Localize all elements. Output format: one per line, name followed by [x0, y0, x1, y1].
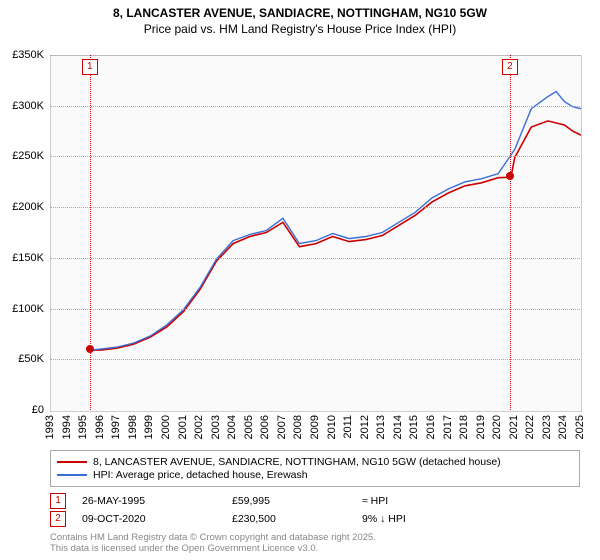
- series-line: [91, 121, 581, 350]
- sale-point-icon: [506, 172, 514, 180]
- x-axis-label: 2020: [491, 415, 503, 439]
- x-axis-label: 2014: [392, 415, 404, 439]
- x-axis-label: 2001: [177, 415, 189, 439]
- chart-subtitle: Price paid vs. HM Land Registry's House …: [0, 22, 600, 36]
- x-axis-label: 2025: [574, 415, 586, 439]
- sale-marker-badge: 1: [82, 59, 98, 75]
- gridline: [50, 207, 580, 208]
- footer-line-1: Contains HM Land Registry data © Crown c…: [50, 532, 580, 543]
- legend-swatch: [57, 474, 87, 476]
- x-axis-label: 2002: [193, 415, 205, 439]
- legend-box: 8, LANCASTER AVENUE, SANDIACRE, NOTTINGH…: [50, 450, 580, 487]
- sale-price: £59,995: [232, 495, 362, 507]
- sale-point-icon: [86, 345, 94, 353]
- sale-price: £230,500: [232, 513, 362, 525]
- footer-line-2: This data is licensed under the Open Gov…: [50, 543, 580, 554]
- x-axis-label: 2013: [375, 415, 387, 439]
- x-axis-label: 2008: [292, 415, 304, 439]
- x-axis-label: 2019: [475, 415, 487, 439]
- gridline: [50, 106, 580, 107]
- x-axis-label: 1995: [77, 415, 89, 439]
- sale-diff: 9% ↓ HPI: [362, 513, 462, 525]
- x-axis-label: 2012: [359, 415, 371, 439]
- sale-row-marker: 1: [50, 493, 66, 509]
- sale-row: 2 09-OCT-2020£230,5009% ↓ HPI: [50, 510, 580, 528]
- x-axis-label: 2010: [326, 415, 338, 439]
- x-axis-label: 2023: [541, 415, 553, 439]
- y-axis-label: £250K: [0, 150, 44, 162]
- title-block: 8, LANCASTER AVENUE, SANDIACRE, NOTTINGH…: [0, 0, 600, 36]
- y-axis-label: £150K: [0, 252, 44, 264]
- y-axis-label: £350K: [0, 49, 44, 61]
- x-axis-label: 2022: [524, 415, 536, 439]
- y-axis-label: £100K: [0, 303, 44, 315]
- sale-marker-line: [510, 55, 511, 410]
- chart-container: 8, LANCASTER AVENUE, SANDIACRE, NOTTINGH…: [0, 0, 600, 560]
- x-axis-label: 2021: [508, 415, 520, 439]
- gridline: [50, 258, 580, 259]
- legend-label: HPI: Average price, detached house, Erew…: [93, 469, 308, 481]
- x-axis-label: 2009: [309, 415, 321, 439]
- x-axis-label: 1997: [110, 415, 122, 439]
- gridline: [50, 309, 580, 310]
- y-axis-label: £300K: [0, 100, 44, 112]
- legend-item: HPI: Average price, detached house, Erew…: [57, 469, 573, 481]
- x-axis-label: 2006: [259, 415, 271, 439]
- chart-title: 8, LANCASTER AVENUE, SANDIACRE, NOTTINGH…: [0, 6, 600, 20]
- x-axis-label: 1998: [127, 415, 139, 439]
- sale-marker-line: [90, 55, 91, 410]
- footer-attribution: Contains HM Land Registry data © Crown c…: [50, 532, 580, 555]
- sales-table: 1 26-MAY-1995£59,995≈ HPI 2 09-OCT-2020£230…: [50, 492, 580, 528]
- sale-row: 1 26-MAY-1995£59,995≈ HPI: [50, 492, 580, 510]
- gridline: [50, 359, 580, 360]
- x-axis-label: 2000: [160, 415, 172, 439]
- legend-swatch: [57, 461, 87, 463]
- x-axis-label: 2011: [342, 415, 354, 439]
- x-axis-label: 2018: [458, 415, 470, 439]
- x-axis-label: 2016: [425, 415, 437, 439]
- x-axis-label: 2015: [408, 415, 420, 439]
- sale-date: 26-MAY-1995: [82, 495, 232, 507]
- sale-row-marker: 2: [50, 511, 66, 527]
- legend-item: 8, LANCASTER AVENUE, SANDIACRE, NOTTINGH…: [57, 456, 573, 468]
- x-axis-label: 1996: [94, 415, 106, 439]
- x-axis-label: 2003: [210, 415, 222, 439]
- x-axis-label: 2005: [243, 415, 255, 439]
- gridline: [50, 55, 580, 56]
- y-axis-label: £0: [0, 404, 44, 416]
- sale-diff: ≈ HPI: [362, 495, 462, 507]
- x-axis-label: 2007: [276, 415, 288, 439]
- series-line: [91, 92, 581, 351]
- chart-area: £0£50K£100K£150K£200K£250K£300K£350K1993…: [50, 55, 580, 410]
- x-axis-label: 1993: [44, 415, 56, 439]
- sale-date: 09-OCT-2020: [82, 513, 232, 525]
- x-axis-label: 2017: [442, 415, 454, 439]
- sale-marker-badge: 2: [502, 59, 518, 75]
- x-axis-label: 1999: [143, 415, 155, 439]
- x-axis-label: 2004: [226, 415, 238, 439]
- x-axis-label: 1994: [61, 415, 73, 439]
- legend-label: 8, LANCASTER AVENUE, SANDIACRE, NOTTINGH…: [93, 456, 501, 468]
- plot-svg: [51, 56, 581, 411]
- y-axis-label: £200K: [0, 201, 44, 213]
- gridline: [50, 156, 580, 157]
- y-axis-label: £50K: [0, 353, 44, 365]
- x-axis-label: 2024: [557, 415, 569, 439]
